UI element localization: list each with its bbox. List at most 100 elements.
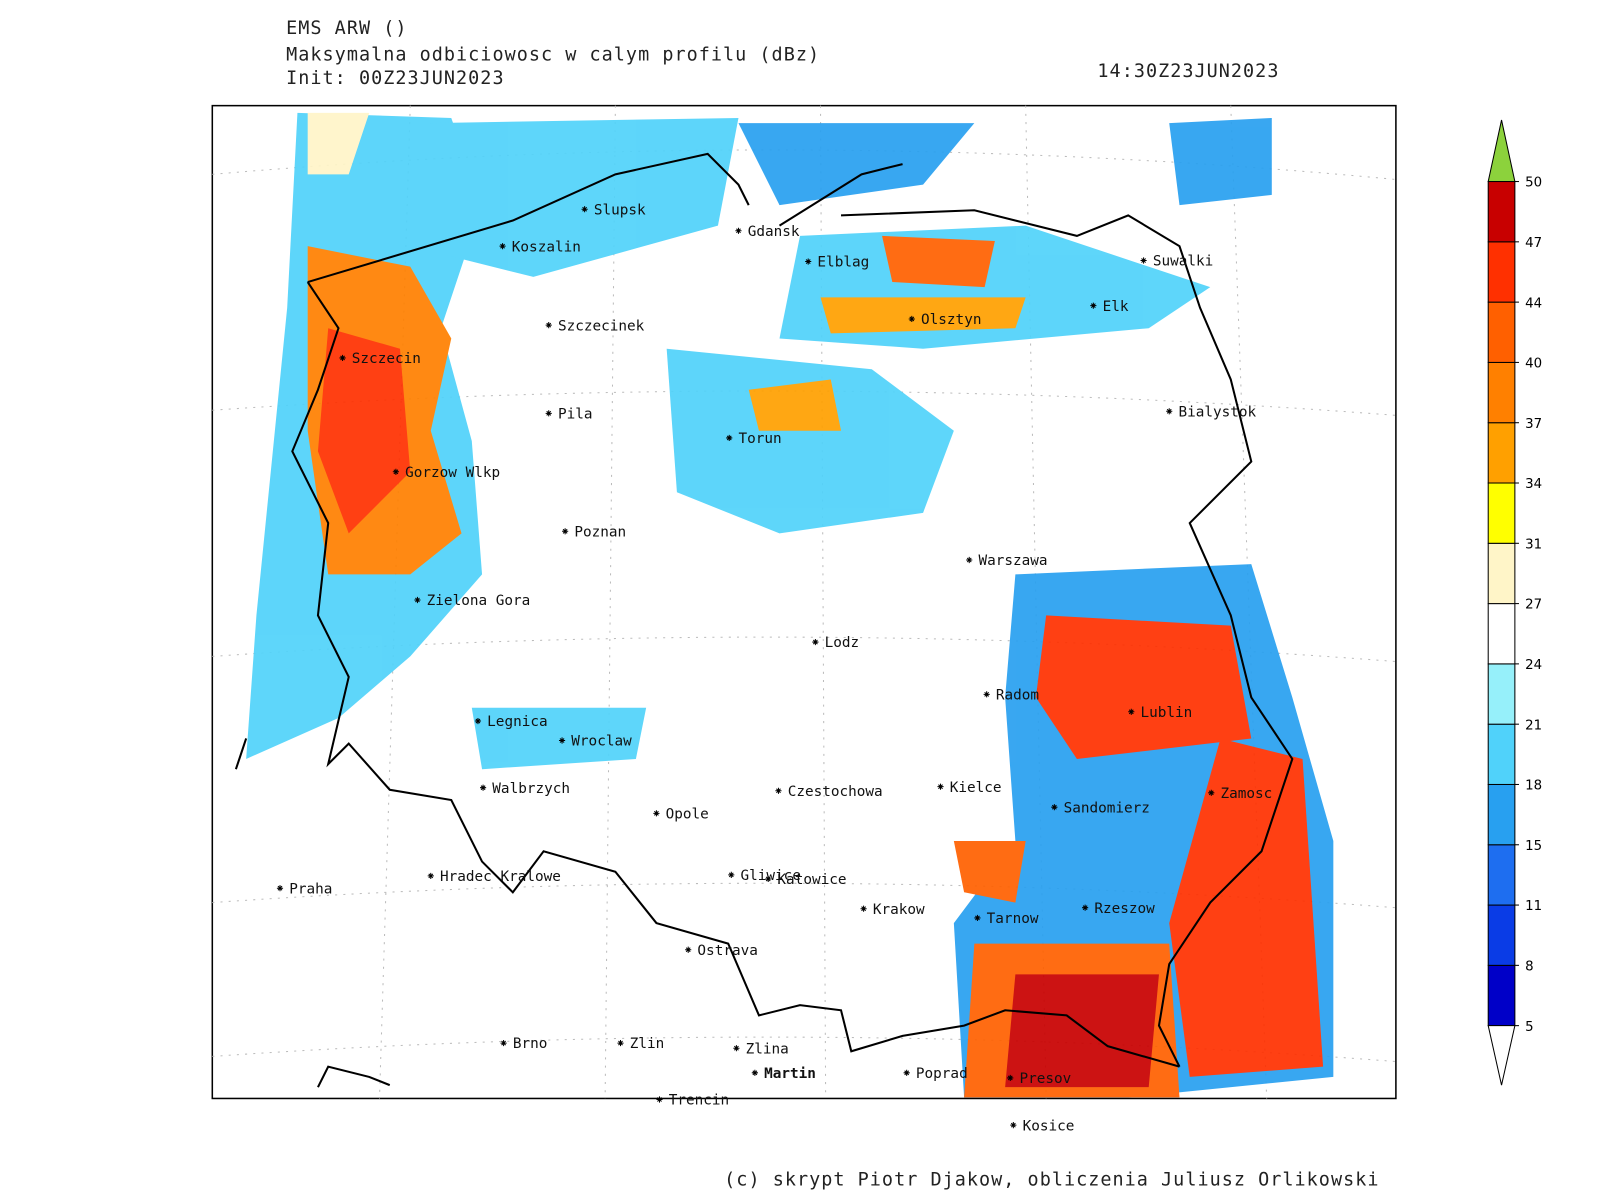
city-marker [617, 1040, 624, 1047]
city-label: Olsztyn [921, 312, 981, 328]
city-label: Tarnow [987, 911, 1039, 927]
colorbar-segment [1487, 241, 1516, 303]
colorbar-tick-label: 8 [1525, 959, 1533, 974]
city-marker [1007, 1074, 1014, 1082]
colorbar-segment [1487, 361, 1516, 424]
city-label: Katowice [777, 872, 846, 888]
city-marker [427, 872, 434, 879]
city-label: Bialystok [1178, 404, 1256, 420]
colorbar-segment [1487, 723, 1516, 785]
colorbar-tick-label: 5 [1525, 1020, 1533, 1035]
city-label: Zielona Gora [427, 593, 531, 609]
city-label: Kielce [950, 780, 1002, 796]
city-marker [1128, 708, 1135, 715]
city-label: Sandomierz [1064, 800, 1150, 816]
city-marker [765, 875, 772, 883]
city-label: Warszawa [978, 553, 1047, 569]
city-label: Szczecinek [558, 318, 645, 334]
city-marker [545, 322, 552, 329]
colorbar-segment [1487, 783, 1516, 846]
city-label: Szczecin [352, 351, 421, 367]
city-labels: Slupsk Koszalin Gdansk Elblag Suwalki Elk Szcz… [276, 202, 1272, 1134]
city-marker [479, 784, 487, 791]
city-label: Rzeszow [1094, 901, 1155, 917]
city-label: Torun [738, 431, 781, 447]
credit: (c) skrypt Piotr Djakow, obliczenia Juli… [724, 1170, 1379, 1191]
city-label: Slupsk [594, 202, 646, 218]
model-name: EMS ARW () [286, 18, 407, 39]
city-marker [685, 946, 692, 953]
city-label: Radom [996, 687, 1039, 703]
city-label: Gliwice [741, 868, 801, 884]
colorbar-segment [1487, 181, 1516, 243]
colorbar-segment [1487, 482, 1516, 544]
colorbar-tick-label: 50 [1525, 176, 1542, 191]
city-marker [562, 528, 569, 535]
city-label: Walbrzych [492, 781, 570, 797]
city-marker [983, 691, 990, 698]
city-label: Czestochowa [788, 784, 883, 800]
city-label: Martin [764, 1066, 816, 1082]
colorbar-tick-label: 34 [1525, 477, 1542, 492]
city-marker [805, 258, 812, 265]
city-marker [966, 556, 973, 564]
colorbar-tick-label: 18 [1525, 779, 1542, 794]
city-label: Elk [1103, 299, 1129, 315]
colorbar-tick-label: 27 [1525, 598, 1542, 613]
city-label: Lublin [1141, 705, 1193, 721]
colorbar-tick-label: 15 [1525, 839, 1542, 854]
colorbar-segment [1487, 964, 1516, 1027]
city-marker [500, 1040, 507, 1047]
city-marker [656, 1096, 663, 1103]
city-label: Poprad [916, 1066, 968, 1082]
city-marker [775, 787, 782, 794]
colorbar-under [1487, 1025, 1516, 1086]
city-marker [545, 410, 552, 417]
city-marker [392, 468, 399, 475]
city-marker [339, 354, 346, 362]
colorbar-segment [1487, 422, 1516, 484]
city-marker [735, 227, 742, 234]
city-marker [1090, 302, 1097, 309]
city-marker [733, 1045, 740, 1052]
city-marker [558, 737, 566, 744]
city-marker [1166, 408, 1173, 415]
city-label: Gorzow Wlkp [405, 465, 500, 481]
colorbar-tick-label: 21 [1525, 718, 1542, 733]
colorbar-over [1487, 119, 1516, 183]
city-label: Presov [1019, 1071, 1071, 1087]
city-marker [937, 783, 944, 790]
city-marker [751, 1069, 758, 1076]
map-title: Maksymalna odbiciowosc w calym profilu (… [286, 45, 820, 66]
city-label: Brno [513, 1036, 548, 1052]
city-marker [653, 810, 660, 817]
city-label: Opole [666, 806, 709, 822]
city-marker [474, 717, 482, 725]
city-label: Zlin [630, 1036, 665, 1052]
city-label: Gdansk [748, 224, 800, 240]
city-marker [728, 871, 735, 878]
city-marker [499, 243, 506, 250]
city-marker [974, 914, 981, 922]
colorbar-tick-label: 11 [1525, 899, 1542, 914]
city-label: Krakow [873, 902, 925, 918]
colorbar-segment [1487, 904, 1516, 966]
borders [234, 152, 1294, 1088]
city-label: Wroclaw [571, 734, 632, 750]
city-label: Ostrava [697, 943, 757, 959]
city-marker [860, 905, 867, 912]
city-marker [812, 638, 819, 646]
city-marker [1051, 804, 1058, 811]
city-label: Koszalin [512, 239, 581, 255]
colorbar-tick-label: 37 [1525, 417, 1542, 432]
city-marker [726, 434, 733, 442]
colorbar-tick-label: 44 [1525, 296, 1542, 311]
city-label: Poznan [574, 524, 626, 540]
valid-time: 14:30Z23JUN2023 [1097, 61, 1279, 82]
city-marker [1010, 1122, 1017, 1129]
colorbar-segment [1487, 542, 1516, 605]
colorbar-segment [1487, 663, 1516, 725]
city-label: Trencin [669, 1093, 729, 1109]
colorbar-tick-label: 24 [1525, 658, 1542, 673]
